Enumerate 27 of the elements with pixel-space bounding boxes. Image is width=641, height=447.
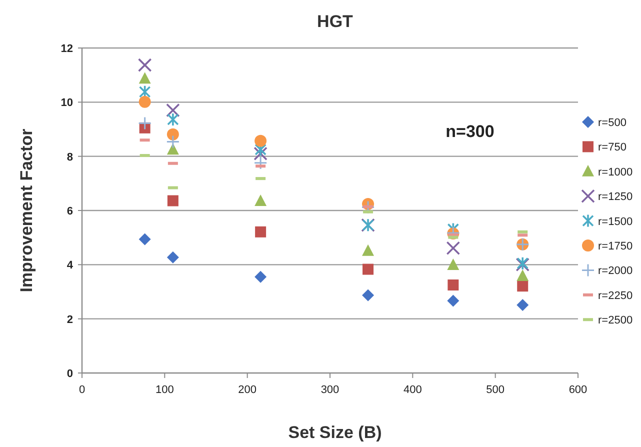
y-tick-label: 6 <box>66 206 73 218</box>
y-tick-label: 2 <box>66 314 73 326</box>
x-tick-label: 100 <box>155 384 174 396</box>
y-tick-label: 0 <box>66 368 73 380</box>
chart-title: HGT <box>317 12 354 31</box>
legend-label: r=2000 <box>598 265 633 278</box>
legend-label: r=1000 <box>598 166 633 178</box>
x-axis-title: Set Size (B) <box>288 423 382 442</box>
y-axis-title: Improvement Factor <box>17 128 36 292</box>
x-tick-label: 0 <box>78 384 86 396</box>
legend-label: r=2500 <box>598 314 633 327</box>
annotation: n=300 <box>446 122 494 141</box>
legend-label: r=2250 <box>598 290 633 302</box>
legend-label: r=1500 <box>598 216 633 228</box>
legend-label: r=750 <box>598 142 626 154</box>
x-tick-label: 300 <box>320 384 340 396</box>
legend-label: r=1750 <box>598 240 633 252</box>
x-tick-label: 400 <box>403 384 422 396</box>
y-tick-label: 10 <box>60 97 73 110</box>
x-tick-label: 600 <box>568 384 588 396</box>
y-tick-label: 4 <box>66 260 74 272</box>
y-tick-label: 8 <box>66 151 73 164</box>
x-tick-label: 200 <box>238 384 257 396</box>
legend-label: r=500 <box>598 117 626 129</box>
legend-label: r=1250 <box>598 191 633 204</box>
x-tick-label: 500 <box>486 384 505 396</box>
y-tick-label: 12 <box>60 43 73 55</box>
